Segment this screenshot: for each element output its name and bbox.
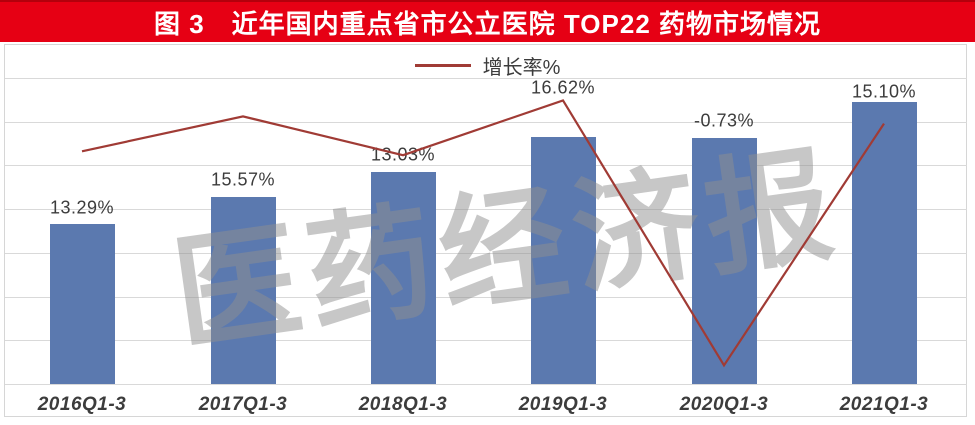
x-axis-label: 2021Q1-3	[839, 394, 929, 415]
title-banner: 图 3 近年国内重点省市公立医院 TOP22 药物市场情况	[0, 0, 975, 42]
x-axis-label: 2018Q1-3	[358, 394, 448, 415]
x-axis-label: 2017Q1-3	[198, 394, 288, 415]
data-label: -0.73%	[693, 110, 755, 131]
gridline	[5, 122, 967, 123]
x-axis-label: 2019Q1-3	[518, 394, 608, 415]
figure-title: 图 3 近年国内重点省市公立医院 TOP22 药物市场情况	[153, 8, 822, 39]
data-label: 16.62%	[530, 77, 596, 98]
data-label: 15.10%	[851, 81, 917, 102]
legend-line-swatch	[414, 63, 471, 67]
legend-label: 增长率%	[482, 56, 561, 79]
gridline	[5, 340, 967, 341]
bar-2016q1-3	[49, 224, 115, 384]
gridline	[5, 78, 967, 79]
data-label: 15.57%	[210, 169, 276, 190]
x-axis-label: 2020Q1-3	[679, 394, 769, 415]
x-axis-label: 2016Q1-3	[37, 394, 127, 415]
data-label: 13.29%	[49, 197, 115, 218]
gridline	[5, 384, 967, 385]
legend: 增长率%	[0, 52, 975, 79]
bar-2021q1-3	[851, 102, 917, 384]
data-label: 13.03%	[370, 144, 436, 165]
